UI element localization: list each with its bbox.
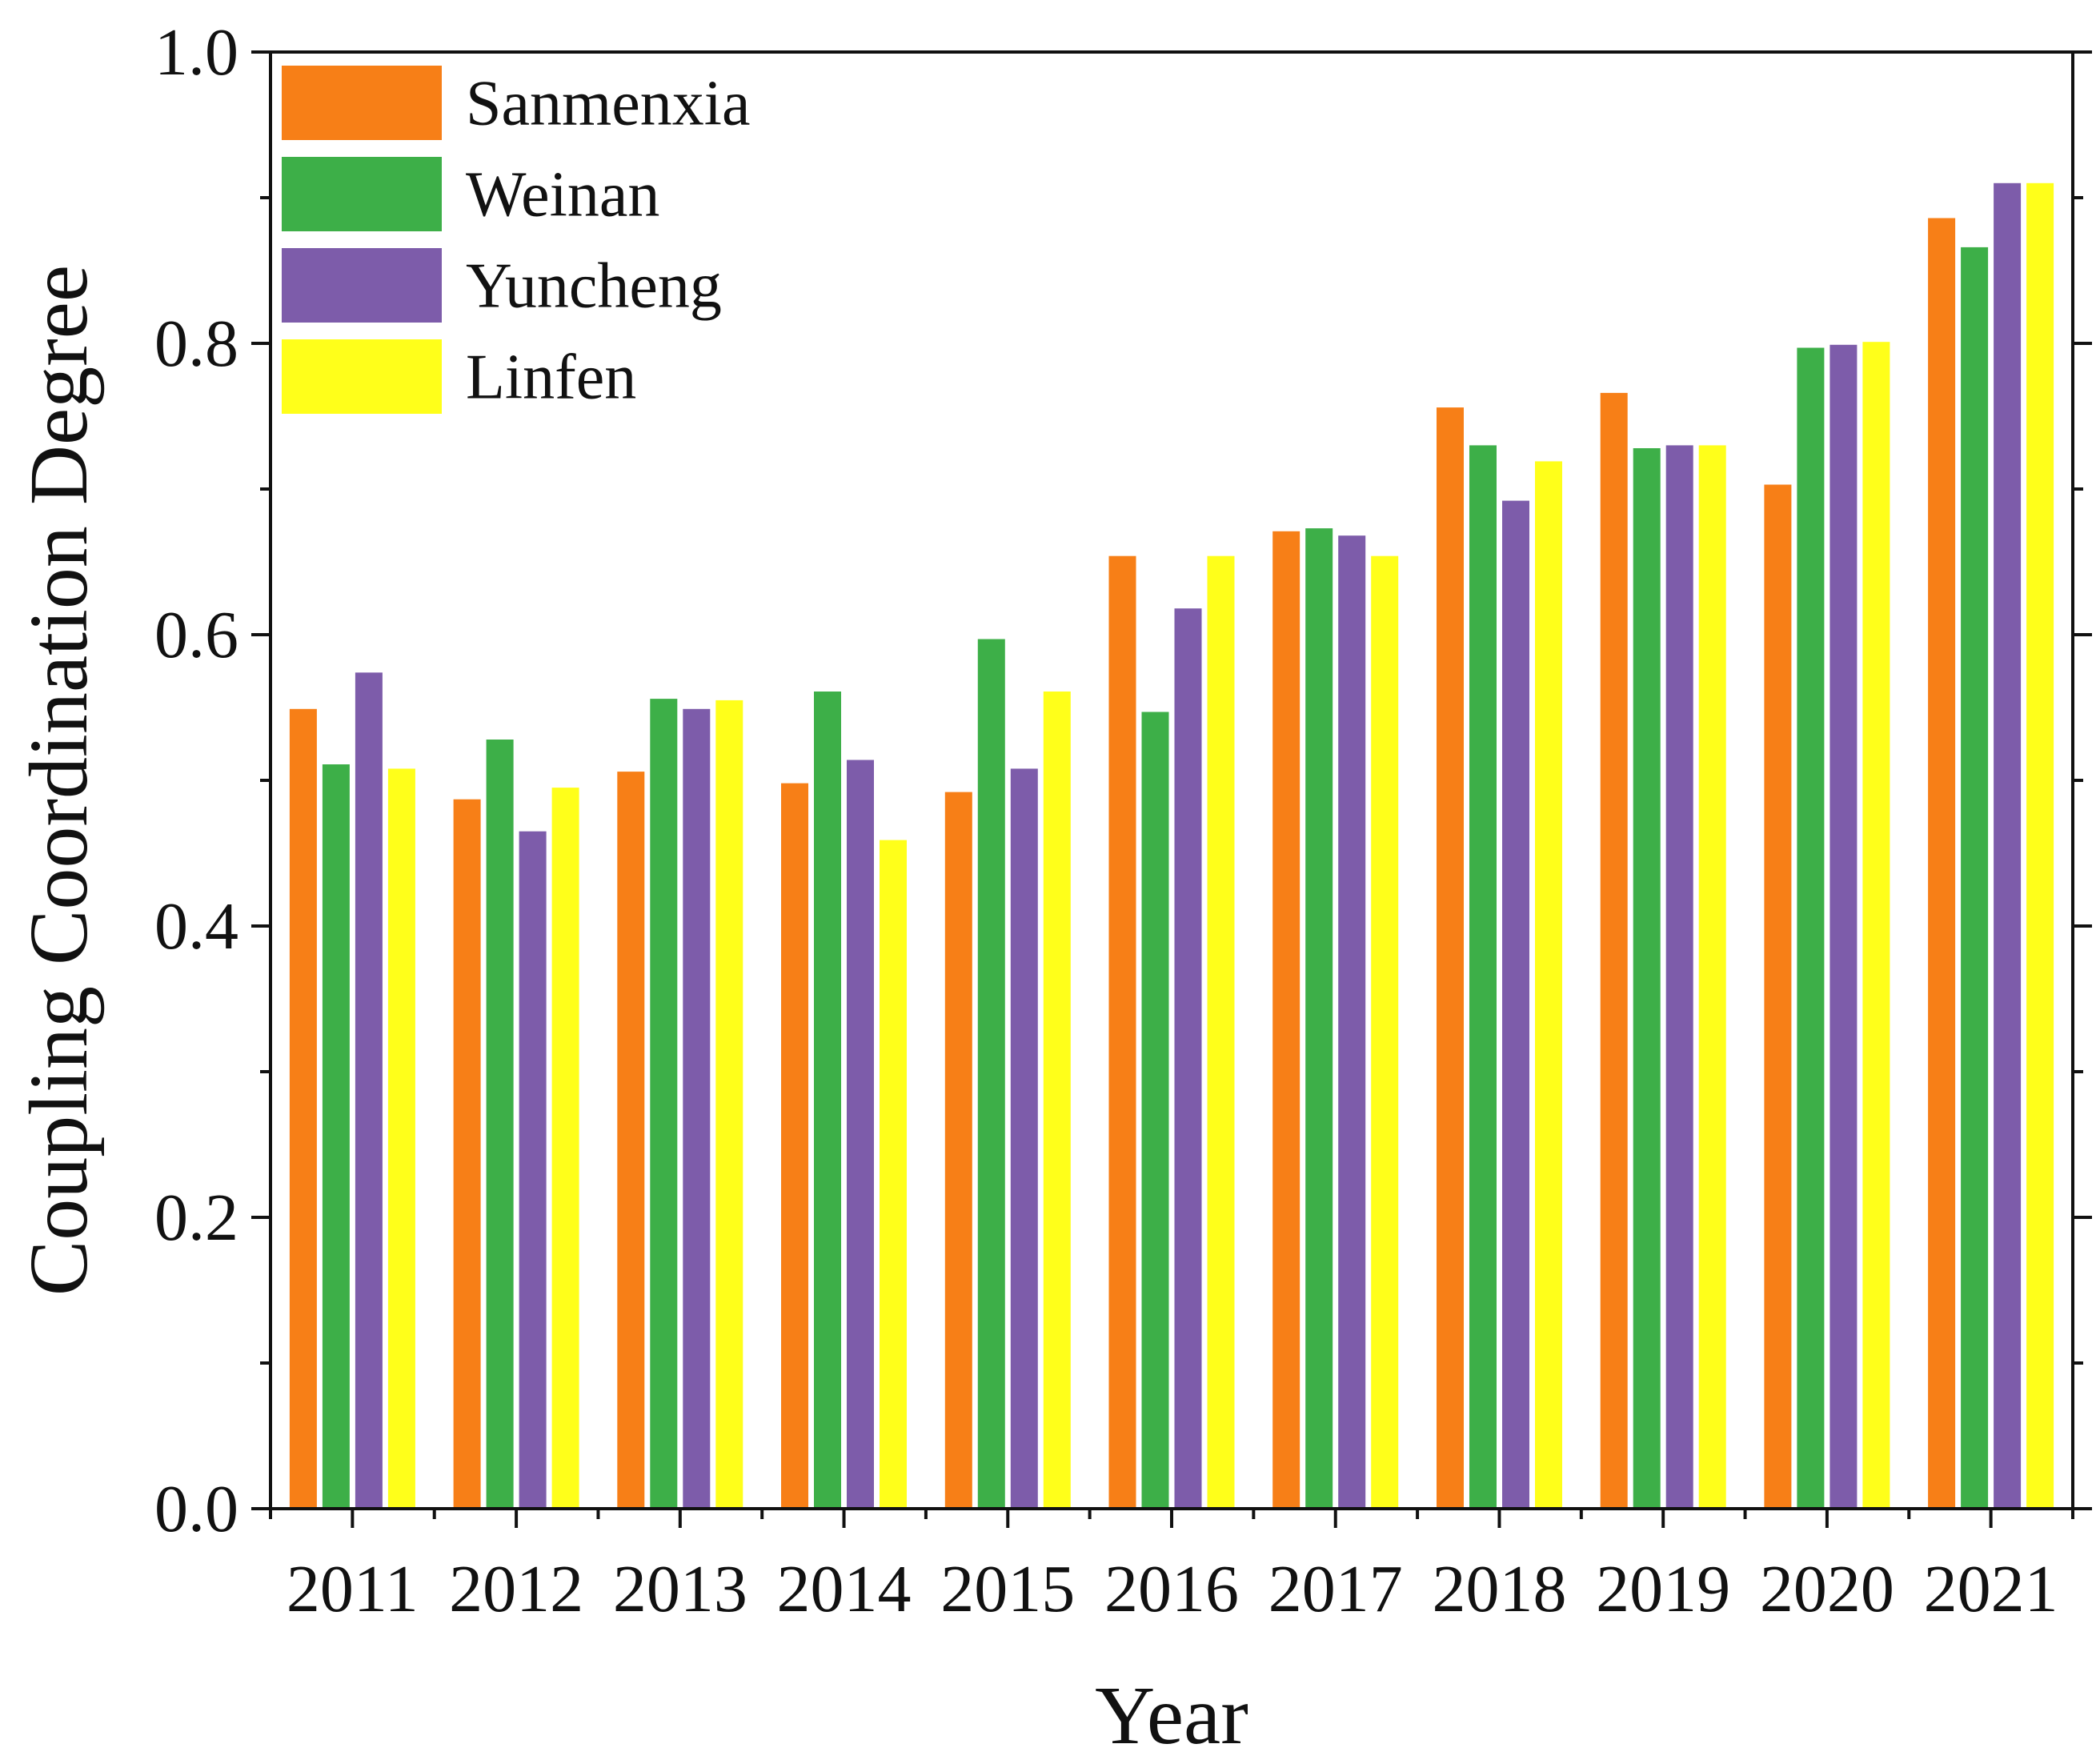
bar-yuncheng-2017 [1338, 535, 1366, 1509]
bar-linfen-2020 [1862, 342, 1890, 1509]
bar-yuncheng-2015 [1010, 768, 1038, 1509]
bar-sanmenxia-2014 [781, 783, 808, 1509]
bar-yuncheng-2021 [1994, 182, 2022, 1509]
bar-weinan-2012 [486, 740, 514, 1509]
bar-weinan-2019 [1633, 448, 1661, 1509]
y-tick-label: 1.0 [154, 15, 238, 90]
y-tick-label: 0.0 [154, 1472, 238, 1546]
y-tick-label: 0.2 [154, 1181, 238, 1255]
bar-sanmenxia-2017 [1272, 531, 1300, 1509]
bar-linfen-2021 [2026, 182, 2054, 1509]
x-tick-label-2021: 2021 [1924, 1552, 2058, 1626]
x-tick-label-2020: 2020 [1760, 1552, 1894, 1626]
bar-linfen-2014 [880, 840, 907, 1509]
bar-weinan-2015 [977, 639, 1005, 1509]
legend-swatch-sanmenxia [282, 66, 442, 140]
legend: Sanmenxia Weinan Yuncheng Linfen [282, 66, 750, 414]
bar-yuncheng-2020 [1829, 344, 1858, 1509]
bar-sanmenxia-2020 [1764, 484, 1792, 1509]
x-tick-label-2014: 2014 [777, 1552, 912, 1626]
bar-linfen-2018 [1535, 461, 1562, 1509]
bar-weinan-2011 [322, 764, 350, 1509]
bar-linfen-2011 [387, 768, 415, 1509]
bar-linfen-2013 [715, 700, 743, 1509]
bar-yuncheng-2016 [1174, 608, 1202, 1509]
x-tick-label-2015: 2015 [940, 1552, 1075, 1626]
y-axis-title: Coupling Coordination Degree [13, 265, 105, 1296]
y-tick-label: 0.4 [154, 889, 238, 964]
bar-yuncheng-2014 [847, 760, 874, 1509]
labels-layer: Year Coupling Coordination Degree [13, 265, 1248, 1762]
y-tick-label: 0.8 [154, 307, 238, 381]
x-axis-title: Year [1095, 1670, 1248, 1760]
bars-layer [289, 182, 2054, 1509]
bar-linfen-2015 [1043, 692, 1071, 1509]
bar-weinan-2013 [650, 699, 678, 1509]
bar-yuncheng-2019 [1665, 445, 1693, 1509]
legend-label-weinan: Weinan [466, 160, 659, 231]
bar-yuncheng-2018 [1502, 500, 1529, 1509]
x-tick-label-2011: 2011 [287, 1552, 419, 1626]
x-tick-label-2019: 2019 [1596, 1552, 1730, 1626]
bar-sanmenxia-2019 [1600, 392, 1628, 1509]
bar-weinan-2014 [814, 692, 841, 1509]
bar-weinan-2018 [1469, 445, 1497, 1509]
legend-label-yuncheng: Yuncheng [466, 251, 722, 322]
x-tick-label-2017: 2017 [1268, 1552, 1403, 1626]
bar-yuncheng-2012 [519, 831, 547, 1509]
bar-linfen-2019 [1698, 445, 1726, 1509]
bar-yuncheng-2011 [355, 672, 383, 1509]
legend-label-sanmenxia: Sanmenxia [466, 69, 750, 139]
bar-linfen-2012 [551, 788, 579, 1509]
legend-label-linfen: Linfen [466, 343, 636, 413]
x-tick-label-2013: 2013 [613, 1552, 747, 1626]
bar-sanmenxia-2015 [944, 792, 972, 1509]
x-tick-label-2018: 2018 [1432, 1552, 1566, 1626]
bar-sanmenxia-2018 [1437, 407, 1464, 1509]
bar-sanmenxia-2016 [1108, 555, 1136, 1509]
x-tick-label-2016: 2016 [1104, 1552, 1239, 1626]
y-tick-label: 0.6 [154, 598, 238, 672]
bar-linfen-2016 [1207, 555, 1235, 1509]
axes-layer: 0.0 0.2 0.4 0.6 0.8 1.0 2011 2012 2013 2014 2015 20… [154, 15, 2092, 1626]
legend-swatch-linfen [282, 339, 442, 414]
bar-yuncheng-2013 [683, 708, 711, 1509]
bar-weinan-2021 [1961, 247, 1989, 1509]
bar-weinan-2016 [1141, 712, 1169, 1509]
legend-swatch-weinan [282, 157, 442, 231]
bar-weinan-2020 [1797, 347, 1825, 1509]
bar-sanmenxia-2011 [289, 708, 317, 1509]
bar-weinan-2017 [1305, 528, 1333, 1509]
bar-sanmenxia-2021 [1928, 218, 1956, 1509]
bar-linfen-2017 [1371, 555, 1399, 1509]
bar-sanmenxia-2013 [617, 772, 645, 1509]
legend-swatch-yuncheng [282, 248, 442, 323]
bar-sanmenxia-2012 [453, 799, 481, 1509]
x-tick-label-2012: 2012 [449, 1552, 583, 1626]
